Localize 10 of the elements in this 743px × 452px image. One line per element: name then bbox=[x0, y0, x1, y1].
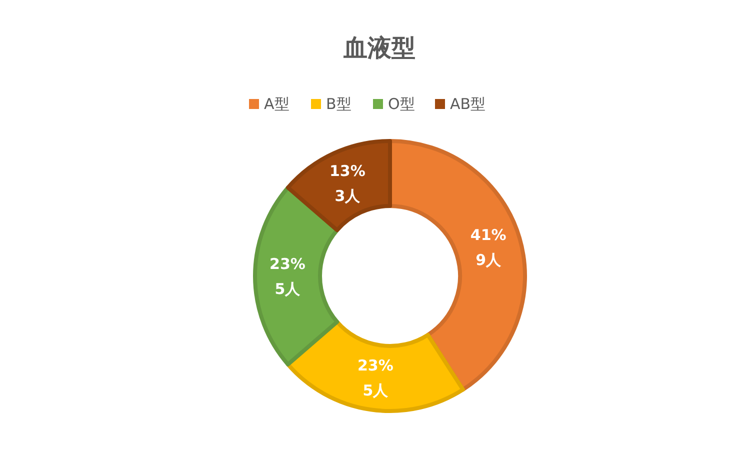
chart-title: 血液型 bbox=[342, 34, 416, 62]
data-label: 13% 3人 bbox=[329, 162, 366, 205]
legend-label: AB型 bbox=[450, 95, 486, 113]
data-label: 23% 5人 bbox=[270, 255, 306, 298]
donut-slice bbox=[286, 320, 465, 413]
data-label: 41% 9人 bbox=[470, 226, 506, 270]
data-label: 23% 5人 bbox=[357, 356, 394, 400]
legend-label: O型 bbox=[388, 95, 415, 113]
legend-label: A型 bbox=[264, 95, 290, 113]
legend-label: B型 bbox=[326, 95, 352, 113]
